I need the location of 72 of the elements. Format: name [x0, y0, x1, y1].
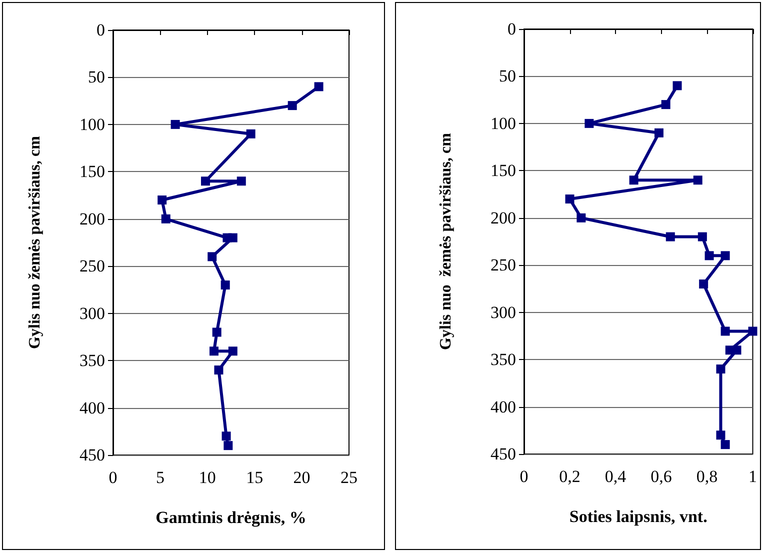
x-tick-label: 1: [748, 467, 757, 486]
y-tick-label: 200: [80, 209, 105, 228]
point: [210, 346, 219, 356]
x-axis-title: Gamtinis drėgnis, %: [156, 508, 306, 527]
point: [720, 251, 730, 260]
point: [161, 214, 170, 224]
y-tick-label: 300: [80, 304, 105, 323]
y-tick-label: 450: [80, 446, 105, 464]
point: [208, 252, 217, 262]
point: [220, 280, 230, 290]
y-tick-label: 150: [490, 161, 516, 180]
x-axis-title: Soties laipsnis, vnt.: [569, 507, 708, 526]
y-tick-label: 200: [490, 208, 516, 228]
point: [748, 326, 758, 336]
x-tick-label: 15: [246, 468, 264, 487]
point: [214, 366, 224, 374]
point: [228, 346, 238, 356]
point: [314, 82, 324, 92]
point: [212, 328, 222, 337]
x-tick-label: 0,4: [604, 467, 627, 486]
point: [246, 129, 256, 138]
point: [158, 196, 167, 204]
y-tick-label: 300: [490, 302, 516, 322]
x-tick-label: 0,6: [650, 467, 672, 486]
point: [201, 176, 210, 186]
y-tick-label: 50: [88, 68, 105, 87]
point: [222, 432, 231, 441]
point: [228, 233, 238, 242]
y-tick-label: 250: [490, 256, 516, 275]
point: [654, 128, 664, 138]
y-tick-label: 100: [80, 114, 105, 134]
point: [693, 176, 702, 185]
x-tick-label: 20: [293, 468, 310, 487]
y-tick-label: 100: [490, 114, 516, 133]
point: [672, 81, 682, 90]
point: [716, 364, 726, 374]
y-tick-label: 400: [490, 397, 516, 416]
point: [661, 100, 670, 110]
point: [288, 101, 297, 110]
y-tick-label: 450: [490, 444, 516, 464]
x-tick-label: 0: [108, 468, 118, 487]
x-tick-label: 0,2: [559, 467, 580, 486]
x-tick-label: 25: [340, 468, 358, 487]
point: [699, 280, 708, 288]
point: [720, 440, 730, 450]
y-tick-label: 50: [499, 66, 516, 86]
y-tick-label: 150: [80, 162, 105, 182]
x-tick-label: 0,8: [696, 467, 718, 486]
point: [584, 118, 594, 128]
point: [224, 441, 233, 450]
point: [698, 232, 707, 242]
point: [716, 430, 726, 440]
point: [732, 346, 742, 355]
y-tick-label: 400: [80, 398, 105, 418]
point: [565, 194, 574, 204]
point: [629, 176, 638, 185]
y-axis-title: Gylis nuo žemės paviršiaus, cm: [438, 132, 454, 350]
y-tick-label: 0: [508, 20, 516, 38]
y-tick-label: 0: [96, 20, 105, 40]
y-axis-title: Gylis nuo žemės paviršiaus, cm: [26, 135, 44, 349]
point: [170, 120, 180, 129]
point: [720, 326, 730, 336]
x-tick-label: 10: [198, 468, 216, 487]
point: [576, 213, 586, 222]
point: [236, 176, 246, 186]
y-tick-label: 350: [490, 350, 516, 370]
point: [704, 251, 714, 260]
x-tick-label: 0: [520, 467, 528, 486]
x-tick-label: 5: [156, 468, 164, 487]
y-tick-label: 250: [80, 256, 105, 276]
point: [666, 232, 675, 242]
y-tick-label: 350: [80, 351, 105, 370]
